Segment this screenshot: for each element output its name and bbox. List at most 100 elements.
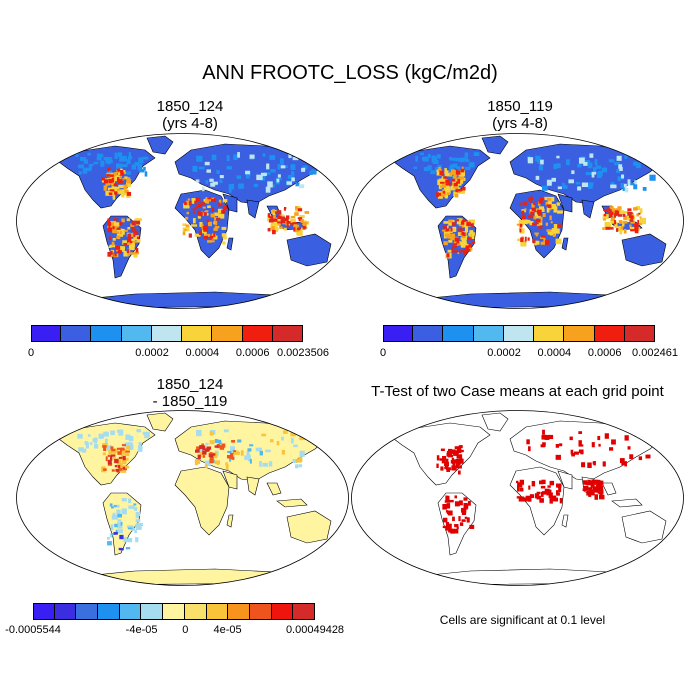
colorbar-swatch — [76, 603, 99, 620]
grid-cell — [446, 172, 452, 177]
grid-cell — [107, 169, 110, 172]
grid-cell — [209, 458, 214, 464]
grid-cell — [548, 196, 555, 202]
land-northAmerica — [393, 422, 491, 486]
grid-cell — [446, 495, 450, 502]
grid-cell — [526, 439, 530, 445]
grid-cell — [413, 166, 418, 170]
grid-cell — [123, 242, 128, 246]
grid-cell — [457, 176, 462, 180]
grid-cell — [183, 203, 190, 209]
grid-cell — [267, 181, 273, 188]
grid-cell — [454, 193, 459, 198]
grid-cell — [629, 226, 636, 230]
grid-cell — [111, 533, 115, 535]
grid-cell — [244, 455, 248, 460]
grid-cell — [588, 182, 594, 187]
grid-cell — [461, 186, 466, 191]
grid-cell — [313, 155, 320, 161]
grid-cell — [570, 449, 574, 455]
grid-cell — [541, 479, 546, 485]
grid-cell — [440, 466, 444, 471]
grid-cell — [191, 224, 198, 227]
grid-cell — [246, 451, 250, 456]
grid-cell — [464, 159, 470, 162]
grid-cell — [468, 232, 471, 237]
grid-cell — [540, 235, 546, 238]
land-madagascar — [561, 514, 569, 528]
grid-cell — [601, 167, 608, 173]
grid-cell — [122, 466, 126, 470]
grid-cell — [108, 192, 113, 196]
grid-cell — [182, 231, 186, 236]
land-madagascar — [561, 237, 569, 251]
grid-cell — [527, 496, 532, 502]
grid-cell — [633, 184, 638, 190]
grid-cell — [226, 166, 232, 170]
grid-cell — [549, 498, 553, 504]
panel3-title: 1850_124 - 1850_119 — [30, 376, 350, 410]
grid-cell — [286, 223, 289, 228]
grid-cell — [117, 230, 122, 235]
grid-cell — [544, 434, 550, 440]
grid-cell — [121, 498, 127, 502]
grid-cell — [623, 220, 628, 224]
grid-cell — [122, 455, 126, 461]
grid-cell — [639, 208, 643, 214]
grid-cell — [133, 503, 137, 506]
map-border — [351, 133, 684, 309]
grid-cell — [125, 434, 131, 440]
grid-cell — [451, 172, 457, 175]
grid-cell — [108, 245, 112, 248]
grid-cell — [582, 488, 588, 492]
grid-cell — [459, 189, 466, 194]
grid-cell — [123, 171, 127, 175]
grid-cell — [519, 487, 524, 492]
grid-cell — [463, 223, 468, 228]
grid-cell — [614, 222, 618, 228]
grid-cell — [207, 221, 212, 227]
grid-cell — [587, 162, 593, 169]
grid-cell — [105, 456, 108, 462]
grid-cell — [571, 452, 575, 457]
grid-cell — [297, 217, 303, 220]
grid-cell — [221, 226, 227, 230]
grid-cell — [192, 165, 198, 172]
grid-cell — [299, 215, 305, 218]
grid-cell — [446, 510, 452, 515]
grid-cell — [105, 190, 111, 196]
grid-cell — [542, 429, 545, 435]
grid-cell — [453, 163, 458, 168]
grid-cell — [441, 459, 446, 464]
colorbar-swatch — [163, 603, 185, 620]
grid-cell — [128, 435, 134, 442]
grid-cell — [620, 183, 625, 189]
grid-cell — [609, 211, 614, 216]
grid-cell — [461, 509, 467, 516]
grid-cell — [110, 455, 113, 461]
land-africa — [174, 466, 230, 536]
grid-cell — [120, 175, 122, 178]
grid-cell — [283, 206, 287, 209]
map-case2 — [351, 133, 684, 309]
grid-cell — [555, 454, 561, 460]
grid-cell — [521, 214, 526, 219]
grid-cell — [553, 224, 558, 230]
grid-cell — [427, 153, 431, 159]
grid-cell — [102, 452, 107, 456]
panel2-title-line1: 1850_119 — [487, 98, 553, 115]
panel1-title-line2: (yrs 4-8) — [162, 115, 218, 132]
grid-cell — [106, 170, 112, 175]
grid-cell — [454, 528, 459, 534]
grid-cell — [453, 184, 458, 189]
grid-cell — [612, 209, 616, 214]
grid-cell — [456, 454, 463, 459]
grid-cell — [528, 197, 532, 202]
grid-cell — [96, 155, 102, 161]
panel2-title-line2: (yrs 4-8) — [492, 115, 548, 132]
grid-cell — [119, 170, 124, 173]
grid-cell — [196, 155, 203, 162]
grid-cell — [118, 429, 124, 436]
land-arabia — [557, 470, 573, 490]
grid-cell — [112, 238, 116, 241]
